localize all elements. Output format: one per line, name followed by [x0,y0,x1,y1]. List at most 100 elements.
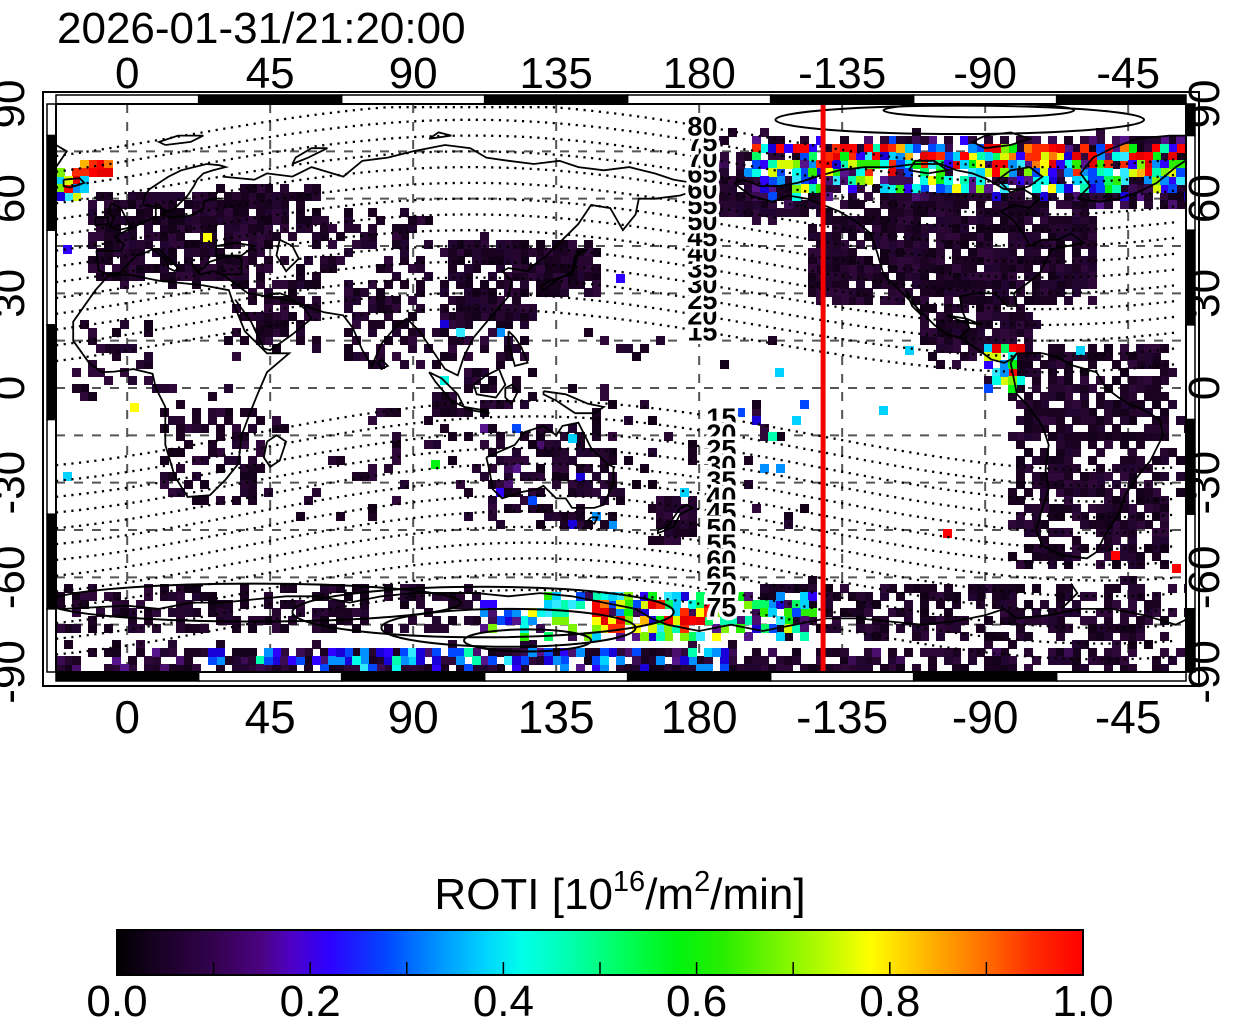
roti-pixel [528,472,537,481]
roti-pixel [1040,448,1049,457]
roti-pixel [1080,592,1089,601]
roti-pixel [464,264,473,273]
roti-pixel [216,248,225,257]
roti-pixel [1104,200,1113,209]
roti-pixel [1064,224,1073,233]
roti-pixel [176,464,185,473]
roti-pixel [792,200,801,209]
roti-pixel [880,232,889,241]
roti-pixel [1000,264,1009,273]
roti-pixel [168,216,177,225]
roti-pixel [1032,512,1041,521]
roti-pixel [1056,464,1065,473]
roti-pixel [568,480,577,489]
roti-pixel [864,656,873,665]
roti-pixel [1080,208,1089,217]
roti-pixel [1048,216,1057,225]
roti-pixel [1024,408,1033,417]
roti-pixel [1104,408,1113,417]
roti-pixel [1080,480,1089,489]
roti-pixel [952,600,961,609]
roti-pixel [936,264,945,273]
roti-pixel [488,328,497,337]
roti-pixel [552,448,561,457]
roti-pixel [968,336,977,345]
roti-pixel [312,240,321,249]
roti-pixel [752,200,761,209]
roti-pixel [512,376,521,385]
roti-pixel [584,240,593,249]
roti-pixel [808,664,817,672]
roti-pixel [1168,184,1177,193]
roti-pixel [352,240,361,249]
roti-pixel [672,664,681,672]
roti-pixel [976,280,985,289]
roti-pixel [856,216,865,225]
roti-pixel [1160,664,1169,672]
roti-pixel [720,360,729,369]
roti-pixel [600,496,609,505]
roti-pixel [888,216,897,225]
roti-pixel [696,328,705,337]
roti-pixel [776,184,785,193]
roti-pixel [408,296,417,305]
roti-pixel [856,288,865,297]
roti-pixel [1088,416,1097,425]
roti-pixel [496,264,505,273]
roti-pixel [1112,656,1121,665]
roti-pixel [568,384,577,393]
roti-pixel [992,648,1001,657]
roti-pixel [352,648,361,657]
roti-pixel [1048,456,1057,465]
roti-pixel [808,184,817,193]
roti-pixel [736,192,745,201]
roti-pixel [976,592,985,601]
roti-pixel [816,192,825,201]
roti-pixel [488,384,497,393]
roti-pixel [1160,560,1169,569]
roti-pixel [1008,584,1017,593]
roti-pixel [1168,656,1177,665]
roti-pixel [736,200,745,209]
roti-pixel [384,264,393,273]
roti-pixel [904,648,913,657]
roti-pixel [328,664,337,672]
roti-pixel [968,592,977,601]
roti-pixel [224,256,233,265]
roti-pixel [1160,632,1169,641]
roti-pixel [1104,176,1113,185]
roti-pixel [536,288,545,297]
roti-pixel [1080,168,1089,177]
roti-pixel [872,208,881,217]
roti-pixel [952,624,961,633]
roti-pixel [1056,200,1065,209]
roti-pixel [112,648,121,657]
roti-pixel [536,648,545,657]
roti-pixel [1016,632,1025,641]
roti-pixel [1144,640,1153,649]
roti-pixel [1000,328,1009,337]
roti-pixel [152,624,161,633]
roti-pixel [1080,368,1089,377]
roti-pixel [400,600,409,609]
roti-pixel [680,648,689,657]
roti-pixel [776,624,785,633]
roti-pixel [1144,144,1153,153]
roti-pixel [888,152,897,161]
roti-pixel [240,480,249,489]
roti-pixel [1064,360,1073,369]
roti-pixel [176,400,185,409]
roti-pixel [240,184,249,193]
roti-pixel [544,272,553,281]
roti-pixel [464,336,473,345]
roti-pixel [784,176,793,185]
roti-pixel [216,640,225,649]
roti-pixel [480,664,489,672]
roti-pixel [408,312,417,321]
roti-pixel [384,592,393,601]
roti-pixel [1088,488,1097,497]
roti-pixel [288,312,297,321]
roti-pixel [472,664,481,672]
roti-pixel [256,320,265,329]
roti-pixel [600,392,609,401]
